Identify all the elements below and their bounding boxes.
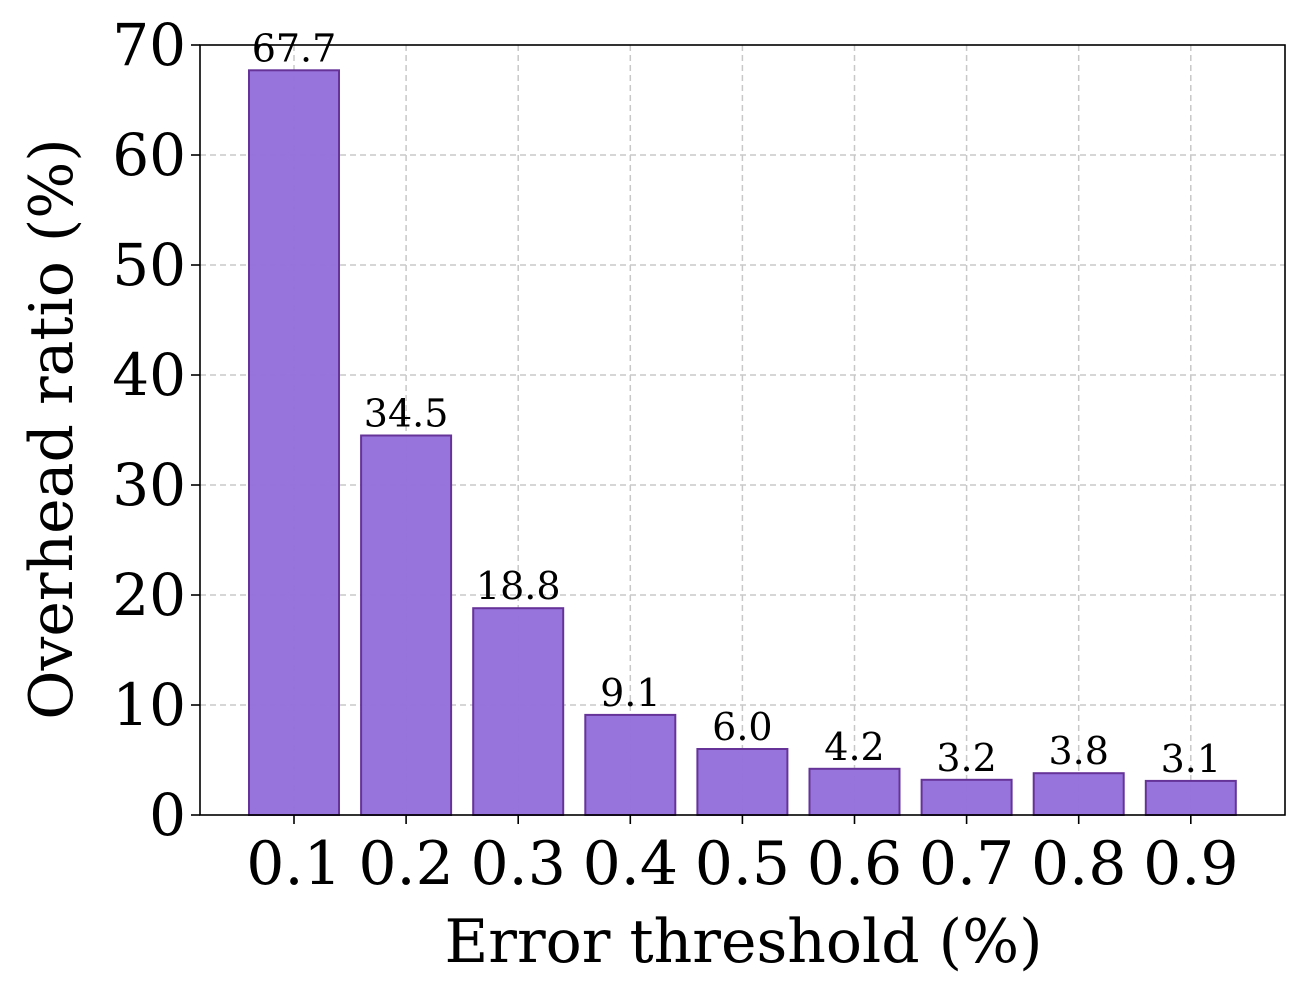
bars [248,69,1237,817]
data-label: 6.0 [712,705,772,749]
y-tick-label: 0 [149,781,186,849]
y-tick-label: 10 [112,671,186,739]
data-label: 9.1 [600,671,660,715]
bar-0.7 [920,778,1013,816]
x-axis-ticks: 0.1 0.2 0.3 0.4 0.5 0.6 0.7 0.8 0.9 [246,815,1239,899]
y-axis-title: Overhead ratio (%) [17,138,87,719]
data-label: 4.2 [824,725,884,769]
bar-0.3 [472,607,565,817]
data-labels: 67.7 34.5 18.8 9.1 6.0 4.2 3.2 3.8 3.1 [252,26,1221,781]
x-axis-title: Error threshold (%) [444,907,1042,977]
x-tick-label: 0.7 [919,829,1014,899]
x-tick-label: 0.9 [1143,829,1238,899]
x-tick-label: 0.4 [583,829,678,899]
data-label: 3.1 [1161,737,1221,781]
y-tick-label: 40 [112,341,186,409]
x-tick-label: 0.8 [1031,829,1126,899]
bar-0.6 [808,767,901,816]
x-tick-label: 0.3 [470,829,565,899]
y-tick-label: 60 [112,121,186,189]
data-label: 67.7 [252,26,337,70]
x-tick-label: 0.1 [246,829,341,899]
y-axis-ticks: 0 10 20 30 40 50 60 70 [112,11,200,849]
bar-0.1 [248,69,340,817]
y-tick-label: 50 [112,231,186,299]
bar-0.5 [696,748,789,816]
y-tick-label: 70 [112,11,186,79]
bar-0.2 [360,434,453,816]
x-tick-label: 0.5 [695,829,790,899]
bar-0.8 [1032,772,1125,817]
y-tick-label: 30 [112,451,186,519]
bar-0.4 [584,713,677,817]
x-tick-label: 0.2 [358,829,453,899]
data-label: 3.8 [1048,729,1108,773]
x-tick-label: 0.6 [807,829,902,899]
bar-0.9 [1144,779,1237,817]
data-label: 18.8 [476,564,561,608]
y-tick-label: 20 [112,561,186,629]
data-label: 3.2 [936,736,996,780]
data-label: 34.5 [364,392,449,436]
